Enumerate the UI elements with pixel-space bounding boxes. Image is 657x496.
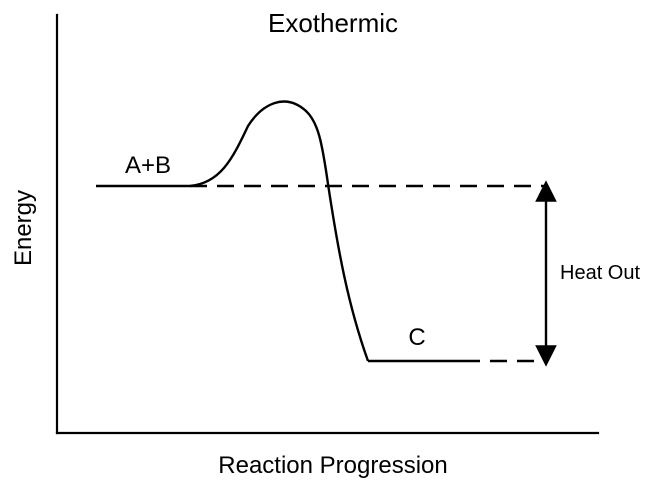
x-axis-label: Reaction Progression [218,452,448,479]
heat-out-label: Heat Out [560,262,641,284]
reactants-label: A+B [124,152,172,179]
diagram-title: Exothermic [267,8,399,38]
product-label: C [408,324,426,351]
y-axis-label: Energy [10,189,37,267]
energy-curve [189,100,370,362]
